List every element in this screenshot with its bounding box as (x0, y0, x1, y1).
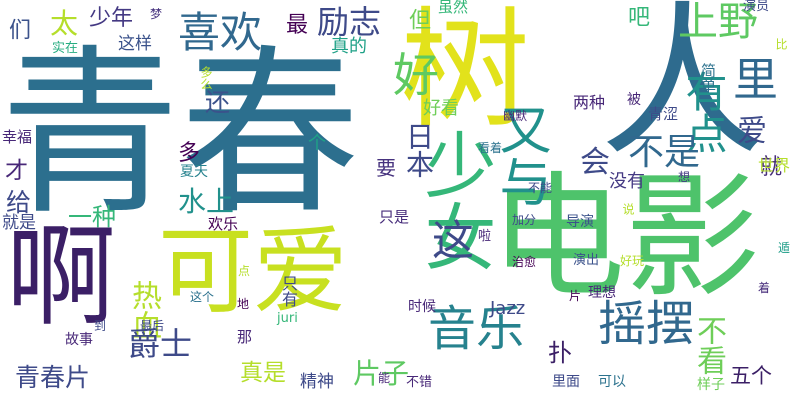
cloud-word: 青涩 (648, 105, 679, 123)
cloud-word: 多 (178, 141, 201, 166)
cloud-word: 能 (378, 371, 391, 385)
cloud-word: 热血 (126, 280, 161, 340)
cloud-word: Jazz (490, 298, 526, 319)
cloud-word: 少年 (89, 6, 134, 31)
cloud-word: 们 (5, 18, 30, 40)
cloud-word: 水上 (178, 185, 235, 218)
cloud-word: 不能 (528, 181, 553, 195)
cloud-word: 被 (627, 92, 641, 108)
cloud-word: 时候 (408, 299, 436, 315)
cloud-word: 那 (237, 328, 253, 346)
cloud-word: 太 (50, 7, 79, 40)
cloud-word: 遁 (778, 241, 791, 255)
cloud-word: 会 (580, 145, 610, 180)
cloud-word: 着 (758, 281, 771, 295)
cloud-word: 爵士 (128, 325, 193, 363)
cloud-word: 里面 (552, 374, 580, 390)
cloud-word: 两种 (573, 93, 606, 112)
cloud-word: 最后 (140, 319, 165, 333)
cloud-word: 好玩 (620, 254, 645, 268)
cloud-word: 啊 (6, 213, 116, 341)
cloud-word: 多么 (199, 66, 213, 90)
cloud-word: 夏天 (180, 164, 208, 180)
cloud-word: 片 (569, 289, 582, 303)
cloud-word: 扑 (548, 339, 572, 367)
cloud-word: 导演 (566, 214, 594, 230)
cloud-word: 一种 (68, 203, 116, 231)
cloud-word: 样子 (697, 377, 725, 393)
cloud-word: 演出 (573, 253, 600, 268)
cloud-word: 又与 (490, 103, 550, 207)
cloud-word: 欢乐 (208, 215, 239, 233)
cloud-word: 世界 (758, 156, 791, 175)
cloud-word: 真是 (240, 360, 286, 386)
cloud-word: 日本 (402, 122, 435, 178)
cloud-word: 简单 (699, 63, 717, 93)
cloud-word: 可以 (598, 374, 626, 390)
cloud-word: 加分 (512, 213, 537, 227)
cloud-word: 就是 (2, 213, 36, 233)
cloud-word: 只是 (379, 208, 410, 226)
cloud-word: 幽默 (503, 109, 528, 123)
cloud-word: 少女 (412, 128, 496, 272)
cloud-word: 青春片 (15, 363, 91, 392)
cloud-word: 精神 (300, 372, 334, 392)
cloud-word: 爱 (737, 114, 767, 149)
cloud-word: 实在 (52, 41, 79, 56)
cloud-word: 里 (733, 53, 779, 106)
cloud-word: juri (277, 311, 298, 326)
cloud-word: 可爱 (158, 217, 349, 327)
cloud-word: 只有 (279, 275, 298, 307)
cloud-word: 故事 (65, 332, 93, 348)
cloud-word: 有点 (679, 70, 728, 154)
cloud-word: 还 (205, 88, 231, 117)
cloud-word: 虽然 (438, 0, 469, 16)
cloud-word: 演员 (743, 0, 770, 14)
cloud-word: 好看 (423, 98, 459, 119)
cloud-word: 最 (286, 13, 309, 38)
cloud-word: 就 (760, 155, 783, 180)
cloud-word: 不错 (406, 375, 433, 390)
cloud-word: 片子 (353, 357, 410, 390)
cloud-word: 看着 (478, 141, 503, 155)
cloud-word: 地 (237, 297, 250, 311)
cloud-word: 没有 (609, 171, 645, 192)
cloud-word: 吧 (624, 5, 649, 27)
cloud-word: 给 (6, 188, 32, 217)
cloud-word: 点 (238, 264, 251, 278)
cloud-word: 不看 (691, 315, 726, 375)
cloud-word: 上野 (678, 0, 758, 45)
cloud-word: 这 (432, 216, 475, 265)
cloud-word: 青春 (0, 30, 361, 239)
cloud-word: 真的 (331, 36, 367, 57)
cloud-word: 树 (400, 0, 531, 146)
cloud-word: 梦 (150, 7, 163, 21)
cloud-word: 想 (678, 170, 691, 184)
cloud-word: 幸福 (2, 128, 33, 146)
cloud-word: 这个 (190, 290, 215, 304)
cloud-word: 要 (376, 156, 396, 180)
cloud-word: 治愈 (512, 255, 537, 269)
cloud-word: 电影 (490, 159, 760, 316)
cloud-word: 励志 (317, 3, 382, 41)
cloud-word: 这样 (118, 34, 152, 54)
cloud-word: 到 (94, 319, 107, 333)
cloud-word: 比 (774, 38, 788, 50)
cloud-word: 好 (393, 48, 439, 102)
cloud-word: 摇摆 (598, 296, 695, 352)
cloud-word: 喜欢 (178, 8, 263, 57)
cloud-word: 音乐 (428, 301, 525, 357)
cloud-word: 个 (308, 133, 326, 154)
cloud-word: 说 (621, 203, 635, 215)
cloud-word: 理想 (588, 285, 616, 301)
cloud-word: 不是 (628, 132, 701, 173)
cloud-word: 啦 (478, 229, 492, 244)
cloud-word: 人 (600, 0, 765, 178)
cloud-word: 才 (5, 158, 28, 184)
cloud-word: 但 (405, 8, 430, 30)
cloud-word: 五个 (730, 364, 772, 388)
